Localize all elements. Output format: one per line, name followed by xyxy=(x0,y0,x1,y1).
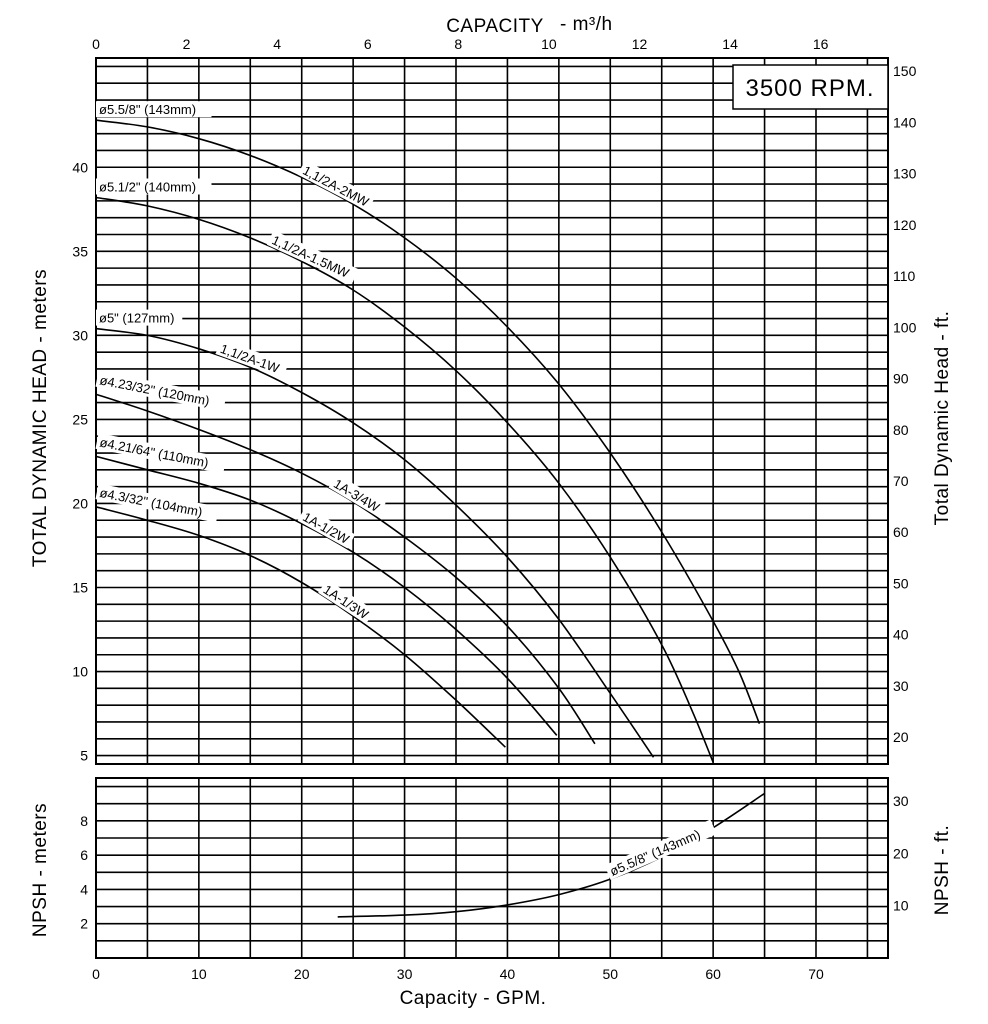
impeller-label: ø5" (127mm) xyxy=(99,311,174,326)
npsh-series-label-bg xyxy=(604,819,717,881)
model-label-bg xyxy=(215,338,289,379)
top-tick-label: 6 xyxy=(364,36,372,52)
left-axis-title-npsh: NPSH - meters xyxy=(30,803,51,937)
rpm-badge-box xyxy=(732,64,889,110)
left-tick-label: 40 xyxy=(72,159,88,175)
npsh-right-tick-label: 20 xyxy=(893,845,909,861)
right-tick-label: 40 xyxy=(893,627,909,643)
head-curve-series xyxy=(95,196,714,763)
right-tick-label: 120 xyxy=(893,217,917,233)
right-tick-label: 50 xyxy=(893,575,909,591)
model-label-group: 1A-1/2W xyxy=(297,506,356,549)
model-label: 1A-3/4W xyxy=(331,476,383,515)
right-axis-title-head: Total Dynamic Head - ft. xyxy=(932,311,953,526)
impeller-label: ø5.5/8" (143mm) xyxy=(99,102,196,117)
npsh-left-tick-label: 2 xyxy=(80,916,88,932)
right-tick-label: 110 xyxy=(893,268,916,284)
left-tick-label: 10 xyxy=(72,664,88,680)
impeller-label-bg xyxy=(96,178,212,195)
bottom-tick-label: 0 xyxy=(92,966,100,982)
tick-layer: 0 2 4 6 8 10 12 14 16 0 10 20 30 40 50 60 70 5 10 15 20 25 30 3… xyxy=(72,36,916,982)
model-label-bg xyxy=(318,579,375,625)
model-label-bg xyxy=(328,473,386,517)
right-tick-label: 100 xyxy=(893,319,917,335)
npsh-series-label-group: ø5.5/8" (143mm) xyxy=(604,819,717,881)
right-tick-label: 60 xyxy=(893,524,909,540)
bottom-tick-label: 60 xyxy=(705,966,721,982)
model-label-bg xyxy=(297,506,356,549)
npsh-panel-frame xyxy=(95,777,889,959)
top-tick-label: 4 xyxy=(273,36,281,52)
bottom-tick-label: 30 xyxy=(397,966,413,982)
left-axis-title-head: TOTAL DYNAMIC HEAD - meters xyxy=(30,269,51,567)
impeller-label-group: ø5.5/8" (143mm) xyxy=(96,101,212,118)
top-tick-label: 14 xyxy=(722,36,738,52)
bottom-tick-label: 20 xyxy=(294,966,310,982)
bottom-tick-label: 50 xyxy=(602,966,618,982)
model-label-group: 1A-3/4W xyxy=(328,473,386,517)
left-tick-label: 5 xyxy=(80,748,88,764)
left-tick-label: 20 xyxy=(72,495,88,511)
impeller-label: ø4.3/32" (104mm) xyxy=(98,485,203,520)
npsh-right-tick-label: 10 xyxy=(893,898,909,914)
top-axis-unit: - m³/h xyxy=(560,14,613,35)
impeller-label-group: ø5.1/2" (140mm) xyxy=(96,178,212,195)
model-label-group: 1A-1/3W xyxy=(318,579,375,625)
left-tick-label: 30 xyxy=(72,327,88,343)
right-tick-label: 140 xyxy=(893,114,917,130)
right-tick-label: 90 xyxy=(893,371,909,387)
right-tick-label: 30 xyxy=(893,678,909,694)
impeller-label: ø4.21/64" (110mm) xyxy=(98,435,209,471)
impeller-label-group: ø4.23/32" (120mm) xyxy=(95,370,227,412)
left-tick-label: 15 xyxy=(72,580,88,596)
model-label-bg xyxy=(266,230,359,284)
npsh-left-tick-label: 8 xyxy=(80,813,88,829)
impeller-label-bg xyxy=(95,433,227,474)
left-tick-label: 25 xyxy=(72,411,88,427)
top-tick-label: 16 xyxy=(813,36,829,52)
right-axis-title-npsh: NPSH - ft. xyxy=(932,825,953,916)
bottom-tick-label: 70 xyxy=(808,966,824,982)
right-tick-label: 80 xyxy=(893,422,909,438)
head-curve-series xyxy=(95,327,655,758)
top-axis-title: CAPACITY xyxy=(446,16,544,37)
right-tick-label: 70 xyxy=(893,473,909,489)
rpm-badge: 3500 RPM. xyxy=(745,75,874,102)
head-panel-frame xyxy=(95,57,889,765)
model-label: 1,1/2A-1.5MW xyxy=(270,232,352,281)
model-label-group: 1,1/2A-1.5MW xyxy=(266,230,359,284)
top-tick-label: 0 xyxy=(92,36,100,52)
npsh-series-label: ø5.5/8" (143mm) xyxy=(608,827,703,879)
impeller-label-bg xyxy=(95,370,227,412)
model-label: 1,1/2A-2MW xyxy=(300,163,372,210)
left-tick-label: 35 xyxy=(72,243,88,259)
top-tick-label: 8 xyxy=(454,36,462,52)
npsh-right-tick-label: 30 xyxy=(893,793,909,809)
model-label-bg xyxy=(297,160,376,212)
right-tick-label: 20 xyxy=(893,729,909,745)
head-curve-series xyxy=(95,506,506,748)
right-tick-label: 130 xyxy=(893,166,917,182)
top-tick-label: 10 xyxy=(541,36,557,52)
impeller-label-group: ø5" (127mm) xyxy=(96,309,183,326)
head-curve-series xyxy=(95,119,761,724)
impeller-label-bg xyxy=(96,101,212,118)
impeller-label-bg xyxy=(95,483,220,523)
bottom-tick-label: 10 xyxy=(191,966,207,982)
bottom-axis-title: Capacity - GPM. xyxy=(400,988,547,1009)
top-tick-label: 12 xyxy=(632,36,648,52)
impeller-label-bg xyxy=(96,309,183,326)
npsh-left-tick-label: 4 xyxy=(80,881,88,897)
bottom-tick-label: 40 xyxy=(500,966,516,982)
top-tick-label: 2 xyxy=(183,36,191,52)
right-tick-label: 150 xyxy=(893,63,917,79)
model-label: 1A-1/2W xyxy=(300,509,352,547)
npsh-left-tick-label: 6 xyxy=(80,847,88,863)
impeller-label: ø5.1/2" (140mm) xyxy=(99,180,196,195)
